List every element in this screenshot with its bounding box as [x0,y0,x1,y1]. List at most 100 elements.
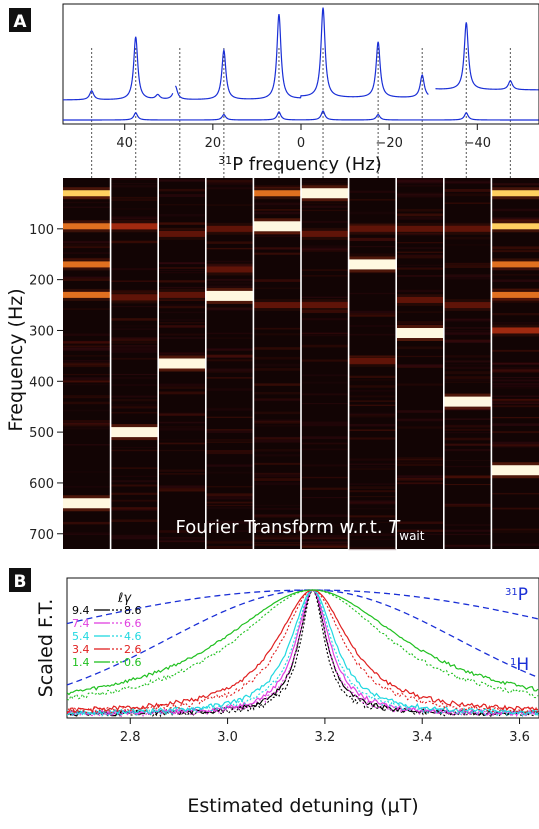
heatmap-noise-stripe [253,356,301,359]
heatmap-noise-stripe [443,276,492,280]
heatmap-noise-stripe [348,390,397,392]
heatmap-noise-stripe [158,321,206,324]
heatmap-noise-stripe [491,267,539,270]
heatmap-y-tick-label-2: 300 [29,324,54,339]
heatmap-noise-stripe [301,275,349,277]
heatmap-noise-stripe [443,189,492,192]
heatmap-noise-stripe [205,471,254,474]
heatmap-noise-stripe [301,448,349,451]
heatmap-noise-stripe [158,386,206,389]
heatmap-noise-stripe [348,395,397,398]
heatmap-line-1 [205,225,254,232]
heatmap-noise-stripe [63,380,111,383]
heatmap-noise-stripe [253,211,301,215]
heatmap-noise-stripe [443,448,492,452]
heatmap-noise-stripe [253,185,301,187]
heatmap-noise-stripe [491,528,539,531]
heatmap-noise-stripe [63,241,111,244]
heatmap-line-2 [348,357,397,364]
heatmap-noise-stripe [443,318,492,322]
spectrum-x-tick-label-0: 40 [116,136,133,151]
heatmap-noise-stripe [443,460,492,462]
heatmap-noise-stripe [348,379,397,381]
heatmap-noise-stripe [63,422,111,425]
heatmap-noise-stripe [348,486,397,490]
heatmap-noise-stripe [63,471,111,473]
heatmap-noise-stripe [110,342,159,344]
heatmap-noise-stripe [253,368,301,371]
heatmap-noise-stripe [253,472,301,475]
heatmap-noise-stripe [396,458,444,461]
heatmap-noise-stripe [63,383,111,386]
heatmap-line-5 [491,465,539,476]
heatmap-noise-stripe [158,269,206,272]
heatmap-noise-stripe [63,422,111,425]
heatmap-noise-stripe [491,362,539,365]
heatmap-noise-stripe [348,533,397,537]
heatmap-noise-stripe [205,359,254,362]
heatmap-line-4 [491,327,539,334]
heatmap-line-1 [348,225,397,232]
heatmap-noise-stripe [63,373,111,376]
heatmap-noise-stripe [158,489,206,492]
heatmap-noise-stripe [348,310,397,314]
heatmap-noise-stripe [396,533,444,536]
heatmap-noise-stripe [158,469,206,472]
heatmap-noise-stripe [396,463,444,467]
heatmap-noise-stripe [158,287,206,289]
spectrum-frame [62,3,539,125]
heatmap-noise-stripe [348,199,397,201]
heatmap-noise-stripe [63,341,111,344]
legend-dashed-value-2: 4.6 [124,630,142,643]
heatmap-noise-stripe [205,285,254,288]
heatmap-noise-stripe [253,424,301,427]
heatmap-line-1 [63,223,111,230]
heatmap-noise-stripe [348,437,397,440]
heatmap-line-0 [205,290,254,301]
heatmap-noise-stripe [205,504,254,507]
heatmap-noise-stripe [205,354,254,357]
heatmap-noise-stripe [205,204,254,206]
heatmap-noise-stripe [63,257,111,261]
heatmap-noise-stripe [158,262,206,265]
heatmap-noise-stripe [396,461,444,464]
heatmap-noise-stripe [443,340,492,344]
heatmap-noise-stripe [348,333,397,336]
heatmap-noise-stripe [396,521,444,524]
heatmap-noise-stripe [491,208,539,212]
heatmap-column-9 [490,178,539,549]
heatmap-noise-stripe [63,247,111,249]
heatmap-noise-stripe [491,279,539,282]
heatmap-noise-stripe [491,385,539,389]
heatmap-noise-stripe [205,493,254,495]
heatmap-line-1 [158,230,206,237]
heatmap-noise-stripe [110,241,159,244]
heatmap-noise-stripe [443,180,492,183]
heatmap-noise-stripe [396,193,444,197]
heatmap-noise-stripe [205,337,254,339]
heatmap-noise-stripe [253,436,301,439]
heatmap-noise-stripe [158,333,206,336]
heatmap-noise-stripe [110,300,159,302]
heatmap-noise-stripe [205,495,254,499]
heatmap-noise-stripe [63,195,111,199]
heatmap-noise-stripe [205,368,254,372]
heatmap-noise-stripe [158,421,206,424]
heatmap-noise-stripe [158,537,206,539]
heatmap-noise-stripe [63,421,111,424]
heatmap-panel: 100 200 300 400 500 600 700 Frequency (Hz) Fou… [5,178,539,551]
heatmap-noise-stripe [253,514,301,516]
heatmap-noise-stripe [63,361,111,363]
heatmap-noise-stripe [158,428,206,431]
heatmap-noise-stripe [110,446,159,448]
heatmap-noise-stripe [348,518,397,521]
heatmap-noise-stripe [110,240,159,243]
ref-label-1h-sup: 1 [510,657,516,668]
heatmap-noise-stripe [491,368,539,372]
heatmap-noise-stripe [253,541,301,544]
heatmap-noise-stripe [348,375,397,379]
heatmap-noise-stripe [205,247,254,250]
heatmap-noise-stripe [253,535,301,538]
heatmap-noise-stripe [491,379,539,382]
